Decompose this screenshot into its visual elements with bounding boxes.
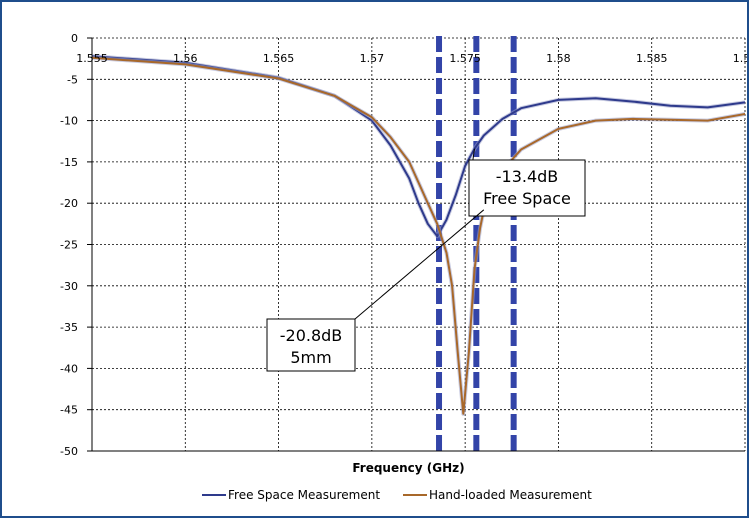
x-tick-label: 1.565 — [263, 52, 295, 65]
y-tick-label: -15 — [60, 156, 78, 169]
y-tick-label: -30 — [60, 280, 78, 293]
legend: Free Space Measurement Hand-loaded Measur… — [202, 488, 592, 502]
annotation-text: -20.8dB — [280, 326, 343, 345]
series-line-shadow — [92, 55, 745, 416]
y-tick-label: -25 — [60, 239, 78, 252]
series-line-shadow — [92, 54, 745, 239]
legend-label: Hand-loaded Measurement — [429, 488, 592, 502]
series-lines — [92, 54, 745, 416]
y-tick-label: -45 — [60, 404, 78, 417]
series-line — [92, 55, 745, 238]
annotation-text: Free Space — [483, 189, 571, 208]
axes — [87, 37, 745, 452]
y-tick-label: -40 — [60, 362, 78, 375]
y-tick-label: -20 — [60, 197, 78, 210]
x-tick-label: 1.56 — [173, 52, 198, 65]
grid — [92, 37, 746, 452]
annotation-leader — [354, 209, 485, 320]
x-tick-label: 1.585 — [636, 52, 668, 65]
annotation-box — [468, 159, 586, 217]
x-axis-label: Frequency (GHz) — [352, 461, 464, 475]
x-tick-label: 1.57 — [360, 52, 385, 65]
vertical-markers — [436, 36, 517, 451]
x-tick-label: 1.58 — [546, 52, 571, 65]
y-tick-label: -35 — [60, 321, 78, 334]
x-tick-label: 1.555 — [76, 52, 108, 65]
x-tick-label: 1.59 — [733, 52, 747, 65]
annotation-box — [266, 318, 356, 372]
y-tick-label: -5 — [67, 73, 78, 86]
y-tick-label: -10 — [60, 115, 78, 128]
y-tick-label: 0 — [71, 32, 78, 45]
annotation-text: -13.4dB — [496, 167, 559, 186]
annotations: -13.4dB Free Space -20.8dB 5mm — [266, 148, 586, 372]
annotation-text: 5mm — [290, 348, 331, 367]
y-tick-label: -50 — [60, 445, 78, 458]
x-tick-label: 1.575 — [449, 52, 481, 65]
series-line — [92, 56, 745, 415]
tick-labels: 0 -5 -10 -15 -20 -25 -30 -35 -40 -45 -50 1.555 1.56 1… — [60, 32, 749, 458]
legend-label: Free Space Measurement — [228, 488, 380, 502]
